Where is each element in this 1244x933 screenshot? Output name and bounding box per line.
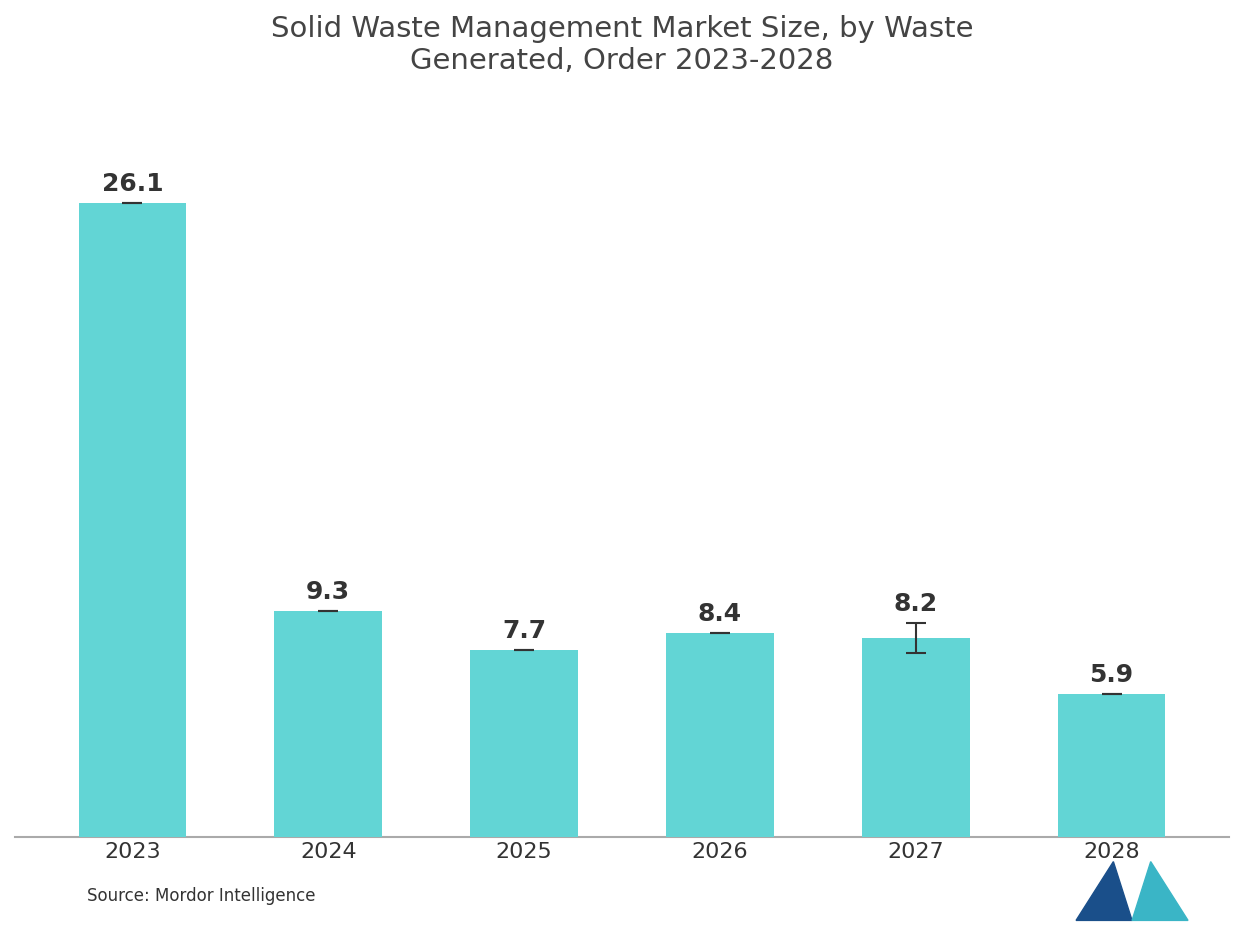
Text: 8.2: 8.2	[893, 592, 938, 616]
Text: 26.1: 26.1	[102, 172, 163, 196]
Polygon shape	[1132, 862, 1188, 920]
Text: 7.7: 7.7	[503, 619, 546, 643]
Bar	[275, 611, 382, 837]
Bar	[470, 650, 578, 837]
Text: Source: Mordor Intelligence: Source: Mordor Intelligence	[87, 887, 316, 905]
Text: 8.4: 8.4	[698, 602, 741, 626]
Bar	[78, 203, 187, 837]
Bar	[666, 634, 774, 837]
Text: 5.9: 5.9	[1090, 662, 1133, 687]
Polygon shape	[1076, 862, 1132, 920]
Bar	[862, 638, 969, 837]
Bar	[1057, 694, 1166, 837]
Title: Solid Waste Management Market Size, by Waste
Generated, Order 2023-2028: Solid Waste Management Market Size, by W…	[271, 15, 973, 76]
Text: 9.3: 9.3	[306, 580, 351, 604]
